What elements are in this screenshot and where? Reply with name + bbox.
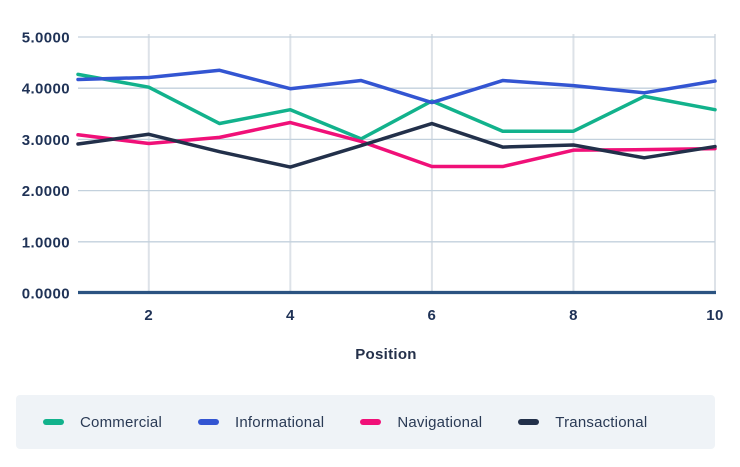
y-tick-label: 1.0000 [22, 234, 70, 251]
x-tick-label: 2 [144, 307, 153, 324]
x-tick-label: 4 [286, 307, 295, 324]
legend-label-commercial: Commercial [80, 413, 163, 431]
series-line-navigational [76, 120, 717, 169]
legend-swatch-transactional [518, 419, 540, 425]
y-tick-label: 0.0000 [22, 286, 70, 303]
legend-swatch-navigational [360, 419, 382, 425]
y-tick-label: 4.0000 [22, 81, 70, 98]
y-tick-label: 3.0000 [22, 132, 70, 149]
legend-label-transactional: Transactional [555, 413, 648, 431]
series-line-informational [76, 68, 717, 105]
legend-swatch-informational [198, 419, 220, 425]
legend-label-informational: Informational [235, 413, 325, 431]
y-tick-label: 5.0000 [22, 30, 70, 47]
legend-item-transactional[interactable]: Transactional [518, 414, 647, 431]
legend-item-informational[interactable]: Informational [198, 414, 324, 431]
x-tick-label: 6 [428, 307, 437, 324]
series-line-commercial [76, 72, 717, 141]
y-tick-label: 2.0000 [22, 183, 70, 200]
legend-item-commercial[interactable]: Commercial [43, 414, 162, 431]
legend: Commercial Informational Navigational Tr… [16, 395, 715, 449]
legend-label-navigational: Navigational [397, 413, 483, 431]
x-axis-title: Position [355, 346, 417, 363]
line-chart: 0.0000 1.0000 2.0000 3.0000 4.0000 5.0000 2 4 6 8… [22, 30, 724, 325]
legend-swatch-commercial [43, 419, 64, 425]
legend-item-navigational[interactable]: Navigational [360, 414, 482, 431]
x-tick-label: 10 [706, 307, 724, 324]
series-line-transactional [76, 121, 717, 169]
x-tick-label: 8 [569, 307, 578, 324]
